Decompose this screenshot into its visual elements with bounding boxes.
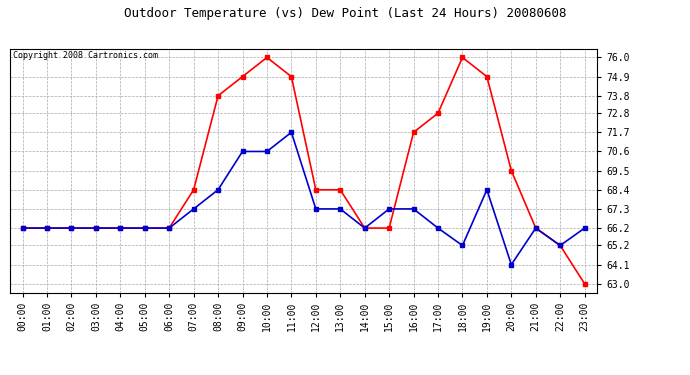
Text: Outdoor Temperature (vs) Dew Point (Last 24 Hours) 20080608: Outdoor Temperature (vs) Dew Point (Last… xyxy=(124,8,566,21)
Text: Copyright 2008 Cartronics.com: Copyright 2008 Cartronics.com xyxy=(13,51,158,60)
